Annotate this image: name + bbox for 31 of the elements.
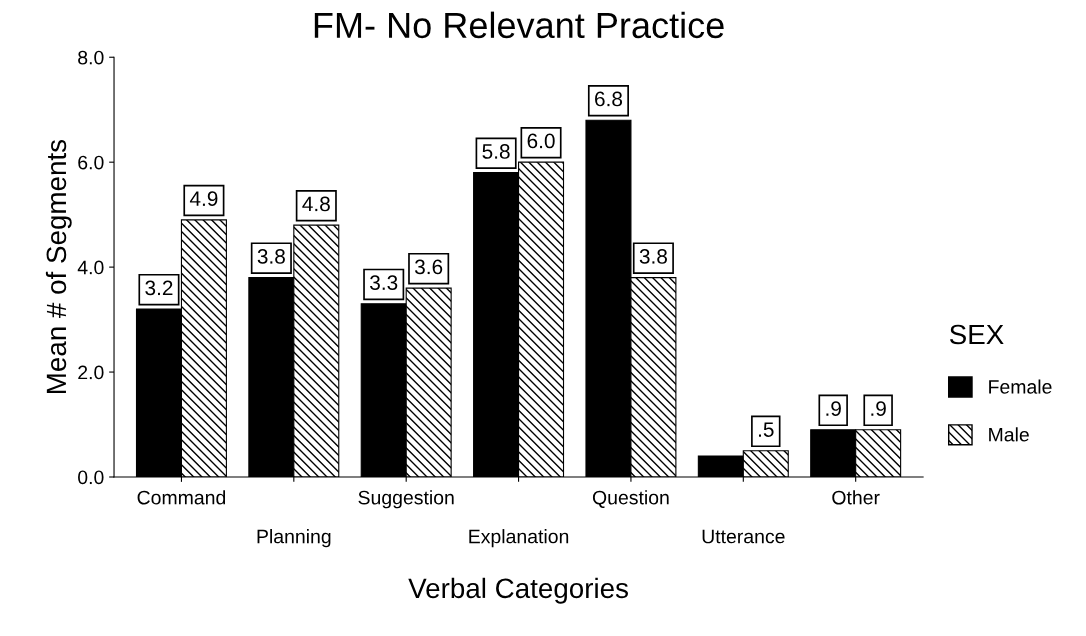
y-tick-label: 6.0 xyxy=(78,155,104,170)
y-tick-label: 8.0 xyxy=(78,50,104,65)
data-label: 4.8 xyxy=(302,196,330,212)
y-tick-label: 0.0 xyxy=(78,470,104,485)
data-label: .9 xyxy=(871,401,886,416)
x-tick-label: Question xyxy=(592,490,669,508)
x-tick-label: Planning xyxy=(257,529,331,548)
x-axis-title: Verbal Categories xyxy=(408,577,628,604)
data-label: 6.8 xyxy=(595,91,623,107)
legend-title: SEX xyxy=(949,324,1004,345)
legend-label: Male xyxy=(989,427,1029,442)
data-label: .9 xyxy=(826,401,841,416)
data-label: 3.8 xyxy=(639,249,667,264)
data-label: 4.9 xyxy=(189,191,218,207)
y-tick-label: 4.0 xyxy=(77,260,104,275)
data-label: 6.0 xyxy=(527,133,555,149)
data-label: 3.8 xyxy=(257,249,285,264)
chart-title: FM- No Relevant Practice xyxy=(314,11,724,39)
data-label: 5.8 xyxy=(482,144,510,159)
data-label: 3.2 xyxy=(145,280,173,296)
data-label: 3.3 xyxy=(370,275,398,291)
x-tick-label: Explanation xyxy=(469,529,569,548)
x-tick-label: Utterance xyxy=(702,529,785,544)
x-tick-label: Suggestion xyxy=(358,490,454,509)
data-label: 3.6 xyxy=(414,259,443,275)
x-tick-label: Other xyxy=(832,490,880,505)
legend-label: Female xyxy=(989,379,1052,394)
x-tick-label: Command xyxy=(137,490,226,505)
data-label: .5 xyxy=(759,422,774,437)
y-axis-title: Mean # of Segments xyxy=(45,139,72,393)
y-tick-label: 2.0 xyxy=(78,365,104,380)
